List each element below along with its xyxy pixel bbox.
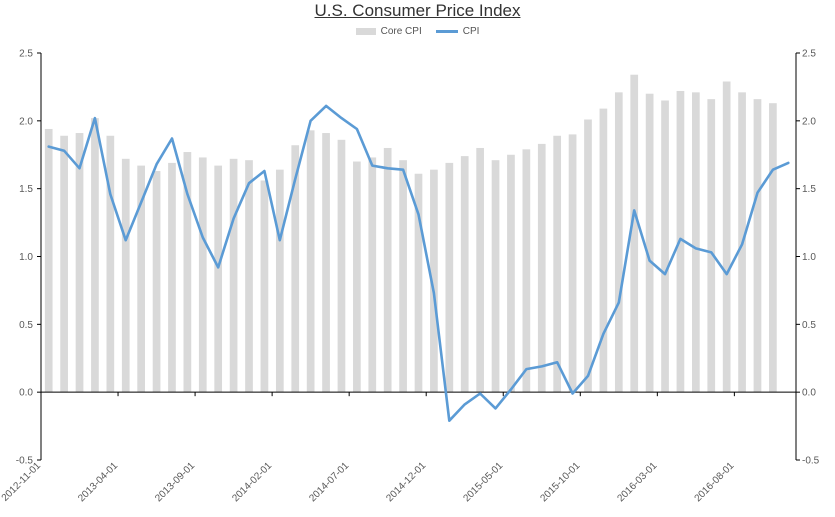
core-cpi-bar [691, 92, 700, 393]
x-tick-label: 2013-04-01 [76, 460, 120, 504]
core-cpi-bar [75, 133, 84, 393]
y-tick-label-right: 0.0 [802, 388, 816, 399]
chart-title: U.S. Consumer Price Index [314, 1, 521, 20]
legend: Core CPI CPI [0, 26, 835, 37]
legend-label-cpi: CPI [462, 26, 480, 37]
y-tick-label-left: -0.5 [16, 456, 34, 467]
core-cpi-bar [322, 133, 330, 393]
legend-swatch-cpi [435, 30, 458, 33]
core-cpi-bar [214, 165, 223, 393]
x-tick-label: 2014-07-01 [307, 460, 351, 504]
y-tick-label-left: 0.5 [19, 320, 33, 331]
core-cpi-bar [121, 158, 130, 393]
y-tick-label-right: 2.5 [802, 49, 816, 60]
core-cpi-bar [537, 143, 546, 393]
core-cpi-bar [399, 160, 407, 393]
x-tick-label: 2015-10-01 [538, 460, 582, 504]
core-cpi-bar [599, 108, 608, 393]
core-cpi-bar [229, 158, 238, 393]
core-cpi-bar [661, 100, 669, 393]
core-cpi-bar [430, 169, 438, 393]
core-cpi-bar [630, 74, 639, 393]
x-tick-label: 2012-11-01 [0, 460, 43, 504]
core-cpi-bar [106, 135, 115, 393]
legend-entry-cpi: CPI [435, 26, 480, 37]
x-tick-label: 2014-02-01 [230, 460, 274, 504]
core-cpi-bar [507, 154, 515, 393]
core-cpi-bar [198, 157, 207, 393]
y-tick-label-right: 2.0 [802, 116, 816, 127]
core-cpi-bar [553, 135, 562, 393]
core-cpi-bar [353, 161, 361, 393]
y-tick-label-right: -0.5 [802, 456, 820, 467]
core-cpi-bar [722, 81, 731, 393]
core-cpi-bar [584, 119, 592, 393]
legend-entry-core-cpi: Core CPI [355, 26, 422, 37]
core-cpi-bar [614, 92, 623, 393]
core-cpi-bar [368, 157, 377, 393]
core-cpi-bar [460, 156, 469, 393]
core-cpi-bar [383, 147, 392, 393]
core-cpi-bar [44, 128, 53, 393]
y-tick-label-left: 0.0 [19, 388, 33, 399]
legend-label-core-cpi: Core CPI [380, 26, 422, 37]
legend-swatch-core-cpi [355, 28, 376, 35]
y-tick-label-left: 1.5 [19, 184, 33, 195]
x-tick-label: 2014-12-01 [384, 460, 428, 504]
core-cpi-bar [337, 139, 346, 393]
core-cpi-bar [152, 171, 161, 393]
x-tick-label: 2016-03-01 [615, 460, 659, 504]
x-tick-label: 2013-09-01 [153, 460, 197, 504]
x-tick-label: 2016-08-01 [693, 460, 737, 504]
core-cpi-bar [260, 180, 269, 393]
y-tick-label-right: 1.5 [802, 184, 816, 195]
core-cpi-bar [445, 162, 454, 393]
y-tick-label-left: 2.5 [19, 49, 33, 60]
core-cpi-bar [568, 134, 577, 393]
core-cpi-bar [291, 145, 300, 393]
y-tick-label-right: 1.0 [802, 252, 816, 263]
core-cpi-bar [522, 149, 531, 393]
core-cpi-bar [183, 152, 192, 393]
x-tick-label: 2015-05-01 [461, 460, 505, 504]
core-cpi-bar [168, 162, 176, 393]
y-tick-label-right: 0.5 [802, 320, 816, 331]
core-cpi-bar [414, 173, 423, 393]
core-cpi-bar [245, 160, 253, 393]
core-cpi-bar [137, 165, 146, 393]
core-cpi-bar [707, 99, 716, 393]
core-cpi-bar [306, 130, 315, 393]
core-cpi-bar [91, 118, 99, 393]
y-tick-label-left: 2.0 [19, 116, 33, 127]
core-cpi-bar [60, 135, 68, 393]
core-cpi-bar [753, 99, 762, 393]
cpi-line [47, 104, 790, 423]
core-cpi-bar [275, 169, 284, 393]
core-cpi-bar [769, 103, 777, 393]
core-cpi-bar [476, 147, 484, 393]
core-cpi-bar [491, 160, 500, 393]
y-tick-label-left: 1.0 [19, 252, 33, 263]
core-cpi-bar [645, 93, 654, 393]
